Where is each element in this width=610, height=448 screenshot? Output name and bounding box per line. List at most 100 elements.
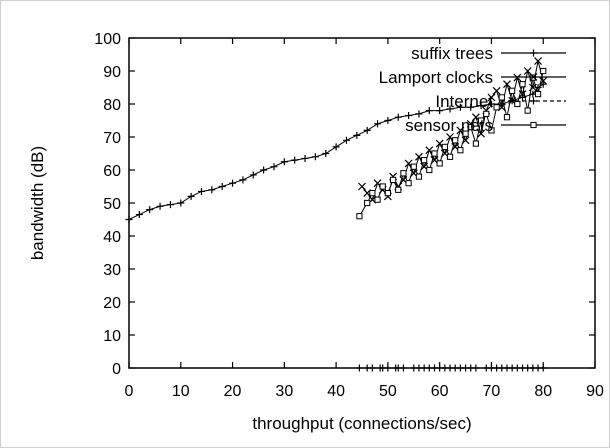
data-point [384, 117, 392, 124]
x-tick-label: 20 [224, 383, 242, 400]
legend-label: suffix trees [411, 44, 493, 63]
x-tick-label: 10 [172, 383, 190, 400]
data-point [462, 130, 469, 137]
data-point [493, 104, 500, 111]
data-point [492, 86, 501, 95]
legend-marker [530, 97, 537, 105]
data-point [301, 154, 309, 162]
data-point [467, 124, 474, 131]
series-sensor-nets [356, 67, 547, 220]
data-point [446, 105, 454, 113]
legend-marker [530, 49, 537, 57]
data-point [395, 186, 402, 193]
x-tick-label: 90 [586, 383, 604, 400]
y-tick-label: 100 [94, 31, 121, 48]
data-point [534, 57, 542, 66]
data-point [156, 202, 164, 210]
y-tick-label: 30 [103, 262, 121, 279]
x-tick-label: 50 [379, 383, 397, 400]
data-point [332, 143, 340, 151]
data-point [457, 147, 464, 154]
data-point [187, 192, 195, 200]
x-axis-title: throughput (connections/sec) [252, 414, 471, 433]
data-point [405, 112, 413, 120]
y-tick-label: 80 [103, 97, 121, 114]
legend-label: sensor nets [405, 116, 493, 135]
data-point [488, 127, 495, 134]
data-point [503, 114, 511, 121]
data-point [135, 211, 143, 219]
data-point [374, 196, 381, 203]
y-tick-label: 70 [103, 130, 121, 147]
data-point [384, 190, 391, 197]
y-axis-title: bandwidth (dB) [28, 146, 47, 260]
y-axis: 0 10 20 30 40 50 60 70 80 90 100 [94, 31, 595, 378]
data-point [498, 94, 505, 101]
legend: suffix trees Lamport clocks Internet sensor… [379, 44, 566, 135]
data-point [358, 182, 366, 191]
data-point [483, 110, 490, 118]
data-point [456, 103, 464, 111]
data-point [487, 93, 496, 102]
data-point [384, 364, 392, 372]
data-point [260, 166, 268, 174]
data-point [280, 158, 288, 166]
data-point [524, 107, 531, 114]
data-point [405, 180, 412, 187]
data-point [421, 157, 428, 164]
data-point [208, 186, 216, 194]
data-point [509, 87, 516, 94]
x-tick-label: 40 [327, 383, 345, 400]
data-point [410, 163, 417, 170]
plot-area [128, 37, 596, 369]
data-point [218, 183, 226, 190]
data-point [364, 199, 371, 207]
data-point [369, 190, 376, 197]
data-point [249, 171, 257, 179]
data-point [291, 156, 299, 164]
data-point [311, 153, 319, 161]
data-point [503, 80, 511, 89]
series-layer [125, 57, 548, 372]
data-point [436, 160, 443, 167]
data-point [539, 364, 547, 372]
data-point [539, 80, 547, 88]
data-point [177, 199, 185, 207]
data-point [374, 120, 382, 128]
data-point [363, 126, 371, 134]
x-tick-label: 70 [483, 383, 501, 400]
data-point [415, 173, 423, 180]
data-point [477, 117, 485, 124]
data-point [353, 131, 361, 139]
data-point [400, 170, 407, 177]
data-point [436, 107, 444, 115]
data-point [342, 136, 350, 144]
x-tick-label: 80 [534, 383, 552, 400]
data-point [389, 176, 397, 184]
data-point [270, 163, 278, 171]
y-tick-label: 90 [103, 64, 121, 81]
data-point [399, 364, 407, 372]
x-tick-label: 60 [431, 383, 449, 400]
data-point [356, 213, 363, 220]
y-tick-label: 40 [103, 229, 121, 246]
data-point [368, 364, 376, 372]
data-point [425, 107, 433, 115]
data-point [394, 113, 402, 121]
data-point [523, 67, 532, 75]
data-point [415, 110, 423, 118]
y-tick-label: 0 [112, 361, 121, 378]
data-point [514, 100, 521, 108]
series-internet [355, 364, 547, 372]
data-point [467, 103, 475, 111]
y-tick-label: 10 [103, 328, 121, 345]
data-point [125, 216, 133, 223]
x-tick-label: 0 [125, 383, 134, 400]
legend-marker [530, 121, 537, 129]
legend-label: Lamport clocks [379, 68, 493, 87]
data-point [519, 81, 526, 88]
data-point [446, 153, 454, 160]
y-tick-label: 20 [103, 295, 121, 312]
